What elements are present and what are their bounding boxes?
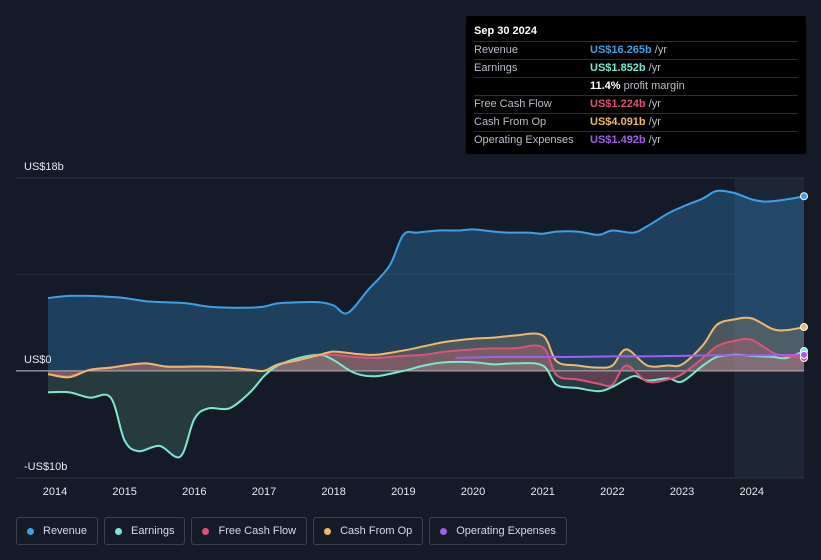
tooltip-value: US$16.265b — [590, 44, 652, 56]
end-point-operating-expenses — [800, 350, 808, 359]
legend-label: Free Cash Flow — [218, 525, 297, 537]
end-point-cash-from-op — [800, 323, 808, 332]
legend-dot-icon — [440, 527, 448, 535]
y-label-zero: US$0 — [24, 354, 52, 366]
tooltip-row-revenue: Revenue US$16.265b /yr — [474, 42, 798, 60]
end-point-revenue — [800, 192, 808, 201]
grid-lines — [16, 177, 804, 479]
x-tick-label: 2022 — [600, 486, 624, 498]
tooltip-unit: /yr — [648, 62, 661, 74]
x-tick-label: 2020 — [461, 486, 485, 498]
area-revenue — [48, 190, 804, 371]
legend-label: Earnings — [131, 525, 175, 537]
tooltip-unit: /yr — [648, 98, 661, 110]
x-tick-label: 2021 — [530, 486, 554, 498]
tooltip-value: 11.4% — [590, 80, 621, 92]
tooltip-unit: /yr — [648, 134, 661, 146]
legend-dot-icon — [202, 527, 210, 535]
tooltip-value: US$1.492b — [590, 134, 646, 146]
tooltip-value: US$1.852b — [590, 62, 646, 74]
x-tick-label: 2024 — [739, 486, 763, 498]
series-lines — [47, 189, 805, 459]
series-end-markers — [800, 192, 808, 362]
tooltip-row-free-cash-flow: Free Cash Flow US$1.224b /yr — [474, 96, 798, 114]
x-tick-label: 2016 — [182, 486, 206, 498]
chart-legend: Revenue Earnings Free Cash Flow Cash Fro… — [16, 517, 567, 545]
tooltip-label — [474, 78, 590, 95]
legend-dot-icon — [27, 527, 34, 535]
area-free-cash-flow — [48, 338, 804, 387]
tooltip-row-operating-expenses: Operating Expenses US$1.492b /yr — [474, 132, 798, 149]
legend-item-earnings[interactable]: Earnings — [104, 517, 186, 545]
line-revenue — [47, 189, 805, 315]
legend-label: Operating Expenses — [456, 525, 556, 537]
tooltip-unit: /yr — [648, 116, 661, 128]
tooltip-label: Free Cash Flow — [474, 98, 552, 110]
series-areas — [48, 190, 804, 458]
tooltip-label: Revenue — [474, 44, 519, 56]
x-tick-label: 2015 — [112, 486, 136, 498]
tooltip-unit: profit margin — [623, 80, 685, 92]
area-cash-from-op — [48, 317, 804, 378]
legend-item-cash-from-op[interactable]: Cash From Op — [313, 517, 424, 545]
tooltip-date: Sep 30 2024 — [474, 24, 798, 42]
legend-label: Cash From Op — [340, 525, 413, 537]
legend-item-free-cash-flow[interactable]: Free Cash Flow — [191, 517, 308, 545]
x-tick-label: 2018 — [321, 486, 345, 498]
legend-dot-icon — [115, 527, 123, 535]
tooltip-row-cash-from-op: Cash From Op US$4.091b /yr — [474, 114, 798, 132]
line-earnings — [47, 350, 805, 459]
legend-item-revenue[interactable]: Revenue — [16, 517, 99, 545]
tooltip-unit: /yr — [654, 44, 667, 56]
legend-item-operating-expenses[interactable]: Operating Expenses — [429, 517, 567, 545]
tooltip-row-profit-margin: 11.4% profit margin — [474, 78, 798, 96]
tooltip-value: US$4.091b — [590, 116, 646, 128]
x-tick-label: 2023 — [670, 486, 694, 498]
y-label-top: US$18b — [24, 161, 64, 173]
y-label-bottom: -US$10b — [24, 461, 67, 473]
legend-dot-icon — [324, 527, 332, 535]
x-tick-label: 2017 — [252, 486, 276, 498]
line-operating-expenses — [455, 353, 805, 359]
tooltip-label: Operating Expenses — [474, 134, 574, 146]
data-tooltip: Sep 30 2024 Revenue US$16.265b /yr Earni… — [466, 16, 806, 154]
x-tick-label: 2019 — [391, 486, 415, 498]
tooltip-row-earnings: Earnings US$1.852b /yr — [474, 60, 798, 78]
x-axis-ticks: 2014 2015 2016 2017 2018 2019 2020 2021 2022 2023… — [43, 486, 764, 498]
area-earnings — [48, 351, 804, 458]
tooltip-value: US$1.224b — [590, 98, 646, 110]
legend-label: Revenue — [43, 525, 88, 537]
tooltip-label: Earnings — [474, 62, 518, 74]
x-tick-label: 2014 — [43, 486, 67, 498]
tooltip-label: Cash From Op — [474, 116, 547, 128]
